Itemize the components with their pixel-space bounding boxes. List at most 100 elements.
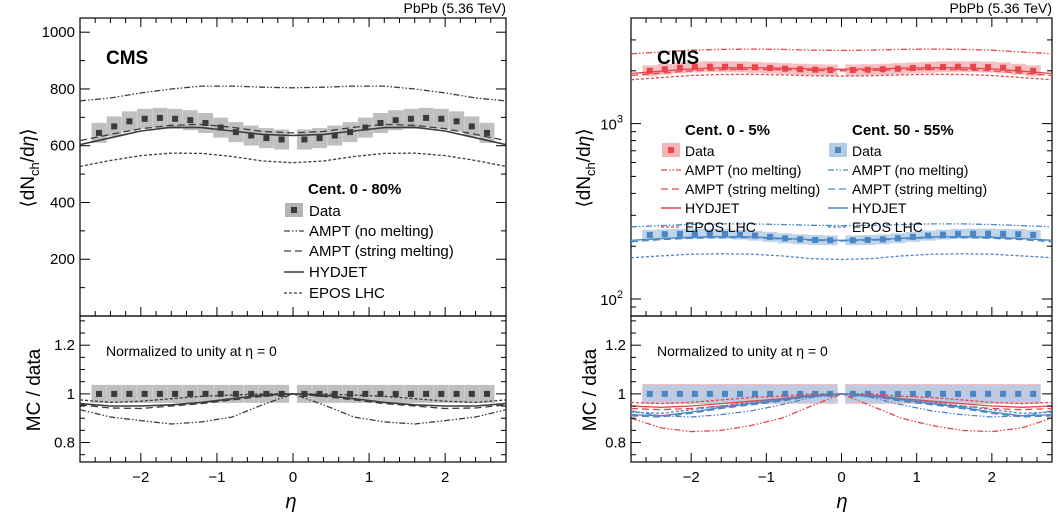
left-ratio-data-point xyxy=(232,390,239,397)
y-tick-label: 1000 xyxy=(42,24,75,41)
left-ratio-data-point xyxy=(141,390,148,397)
right-ratio-peripheral-data-point xyxy=(970,390,977,397)
right-x-ticks: −2 −1 0 1 2 xyxy=(645,18,1038,486)
right-ratio-peripheral-data-point xyxy=(812,390,819,397)
y-tick-label: 1.2 xyxy=(54,337,75,354)
y-tick-label: 800 xyxy=(50,81,75,98)
left-data-point xyxy=(423,114,430,121)
left-data-point xyxy=(484,129,490,136)
left-ratio-data-point xyxy=(156,390,163,397)
right-central-data-point xyxy=(879,66,886,73)
right-central-data-point xyxy=(812,66,819,73)
right-central-data-point xyxy=(985,64,992,71)
right-peripheral-data-point xyxy=(1030,231,1037,238)
right-peripheral-data-point xyxy=(706,230,713,237)
right-top-plot-area xyxy=(630,48,1053,261)
left-data-point xyxy=(202,120,209,126)
right-ratio-peripheral-data-point xyxy=(722,390,728,397)
right-peripheral-data-point xyxy=(925,232,931,239)
right-legend-label-ampt-nomelt-central: AMPT (no melting) xyxy=(685,162,801,178)
left-x-ticks: −2 −1 0 1 2 xyxy=(94,18,492,486)
left-ratio-data-point xyxy=(217,390,224,397)
right-central-data-point xyxy=(1015,66,1022,73)
left-ratio-data-point xyxy=(187,390,194,397)
right-ratio-peripheral-data-point xyxy=(797,390,804,397)
right-ratio-peripheral-data-point xyxy=(767,390,774,397)
right-ratio-peripheral-data-point xyxy=(676,390,683,397)
right-legend-data-marker-blue xyxy=(835,147,841,153)
left-top-ampt-string-melting-curve xyxy=(79,123,507,142)
right-legend-label-epos-central: EPOS LHC xyxy=(685,219,756,235)
left-data-point xyxy=(331,132,338,139)
right-peripheral-data-point xyxy=(955,230,961,237)
left-data-point xyxy=(111,123,118,130)
y-tick-label: 0.8 xyxy=(605,435,626,452)
right-top-central-ampt-no-melting-curve xyxy=(630,48,1053,55)
right-ratio-peripheral-data-point xyxy=(737,390,743,397)
left-legend-data-marker xyxy=(291,207,297,213)
left-data-point xyxy=(301,136,308,143)
y-tick-label: 400 xyxy=(50,194,75,211)
right-central-data-point xyxy=(864,66,871,73)
right-ratio-peripheral-data-point xyxy=(1030,390,1037,397)
right-legend-title-central: Cent. 0 - 5% xyxy=(685,122,770,139)
x-tick-label: 2 xyxy=(441,469,449,486)
x-tick-label: −2 xyxy=(683,469,700,486)
right-legend-data-marker-red xyxy=(668,147,674,153)
right-top-central-hydjet-curve xyxy=(630,66,1053,75)
left-data-point xyxy=(468,123,475,130)
right-peripheral-data-point xyxy=(985,230,992,237)
right-peripheral-data-point xyxy=(661,231,668,238)
left-legend-label-epos: EPOS LHC xyxy=(309,285,385,302)
left-data-point xyxy=(377,120,384,126)
y-tick-label: 102 xyxy=(600,289,623,309)
left-ratio-data-point xyxy=(484,390,490,397)
y-tick-label: 103 xyxy=(600,114,623,134)
left-top-ampt-no-melting-curve xyxy=(79,85,507,102)
left-ratio-data-point xyxy=(126,390,133,397)
y-tick-label: 600 xyxy=(50,138,75,155)
right-peripheral-data-point xyxy=(970,230,977,237)
x-tick-label: 1 xyxy=(365,469,373,486)
right-top-central-epos-lhc-curve xyxy=(630,73,1053,81)
right-top-y-ticks: 102 103 xyxy=(600,17,1052,317)
left-legend-label-ampt-nomelt: AMPT (no melting) xyxy=(309,223,434,240)
right-ratio-peripheral-data-point xyxy=(909,390,916,397)
left-legend: Cent. 0 - 80% Data AMPT (no melting) AMP… xyxy=(284,181,454,302)
left-xlabel: η xyxy=(285,491,296,513)
left-data-point xyxy=(362,124,369,131)
right-ratio-peripheral-data-point xyxy=(955,390,961,397)
right-legend-label-ampt-sm-central: AMPT (string melting) xyxy=(685,181,820,197)
left-data-point xyxy=(126,118,133,125)
y-tick-label: 1.2 xyxy=(605,337,626,354)
left-bottom-hydjet-curve xyxy=(79,393,507,407)
right-legend-label-epos-peripheral: EPOS LHC xyxy=(852,219,923,235)
left-top-epos-lhc-curve xyxy=(79,152,507,168)
right-peripheral-data-point xyxy=(1000,230,1007,237)
left-bottom-plot-area xyxy=(79,384,507,425)
y-tick-label: 1 xyxy=(618,386,626,403)
right-legend-title-peripheral: Cent. 50 - 55% xyxy=(852,122,954,139)
right-peripheral-data-point xyxy=(676,230,683,237)
left-top-hydjet-curve xyxy=(79,126,507,146)
right-peripheral-data-point xyxy=(909,233,916,240)
left-legend-title: Cent. 0 - 80% xyxy=(308,181,401,198)
right-header: PbPb (5.36 TeV) xyxy=(950,0,1052,16)
left-ratio-data-point xyxy=(438,390,445,397)
right-peripheral-data-point xyxy=(691,230,698,237)
left-ratio-data-point xyxy=(468,390,475,397)
right-ratio-peripheral-data-point xyxy=(1015,390,1022,397)
left-ratio-data-point xyxy=(347,390,354,397)
right-legend-label-hydjet-central: HYDJET xyxy=(685,200,740,216)
right-peripheral-data-point xyxy=(1015,231,1022,238)
left-ratio-data-point xyxy=(111,390,118,397)
x-tick-label: −1 xyxy=(208,469,225,486)
left-data-point xyxy=(278,136,285,143)
left-data-point xyxy=(392,117,399,124)
left-top-y-ticks: 200 400 600 800 1000 xyxy=(42,24,506,289)
x-tick-label: 0 xyxy=(837,469,845,486)
right-peripheral-data-point xyxy=(940,231,946,238)
right-ratio-peripheral-data-point xyxy=(661,390,668,397)
